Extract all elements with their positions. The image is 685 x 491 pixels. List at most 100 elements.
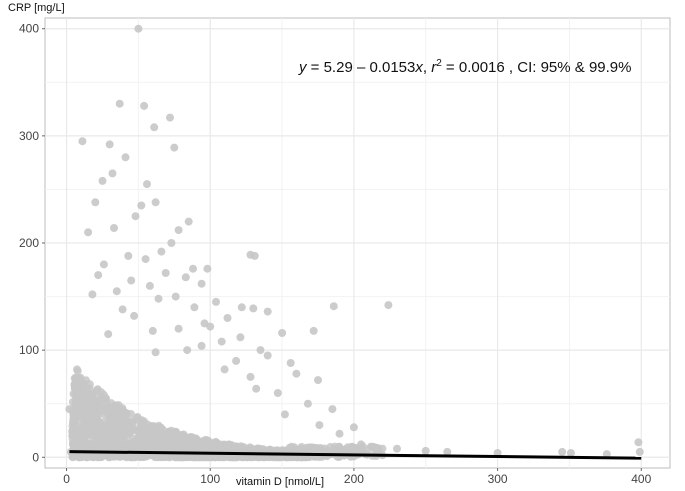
cloud-point (117, 407, 126, 415)
cloud-point (171, 453, 180, 462)
cloud-point (155, 425, 164, 433)
data-point (328, 405, 337, 414)
cloud-point (96, 421, 105, 430)
data-point (150, 123, 159, 132)
cloud-point (103, 442, 112, 450)
cloud-point (108, 415, 116, 424)
data-point (148, 326, 157, 335)
data-point (118, 305, 127, 314)
data-point (121, 153, 130, 162)
cloud-point (80, 379, 89, 388)
data-point (104, 330, 113, 339)
data-point (141, 255, 150, 264)
data-point (236, 333, 245, 342)
data-point (278, 329, 287, 337)
data-point (237, 303, 246, 312)
cloud-point (180, 432, 189, 441)
data-point (143, 180, 151, 189)
data-point (249, 304, 258, 313)
y-tick-label: 100 (19, 343, 39, 357)
cloud-point (92, 411, 101, 420)
cloud-point (73, 367, 82, 376)
data-point (220, 365, 229, 374)
cloud-point (201, 441, 210, 450)
y-axis-ticks: 0 100 200 300 400 (19, 22, 45, 464)
cloud-point (132, 441, 141, 449)
cloud-point (195, 453, 203, 462)
cloud-point (74, 375, 83, 383)
data-point (203, 264, 212, 273)
data-point (367, 442, 376, 451)
data-point (166, 113, 174, 122)
data-point (349, 423, 358, 432)
cloud-point (234, 443, 243, 451)
data-point (286, 359, 295, 367)
y-tick-label: 300 (19, 129, 39, 143)
data-point (329, 302, 338, 311)
cloud-point (96, 432, 105, 441)
cloud-point (70, 383, 79, 392)
x-tick-label: 300 (488, 472, 508, 486)
data-point (223, 314, 232, 322)
cloud-point (81, 421, 89, 430)
data-point (137, 201, 146, 210)
data-point (71, 440, 80, 449)
data-point (171, 292, 180, 301)
data-point (151, 348, 160, 357)
y-axis-label: CRP [mg/L] (8, 2, 65, 14)
data-point (335, 429, 344, 438)
data-point (263, 351, 272, 360)
x-tick-label: 100 (200, 472, 220, 486)
cloud-point (154, 434, 163, 443)
cloud-point (76, 403, 85, 412)
cloud-point (85, 384, 94, 393)
data-point (94, 271, 103, 280)
data-point (206, 322, 215, 331)
cloud-point (71, 423, 80, 432)
cloud-point (128, 421, 137, 430)
data-point (140, 101, 149, 110)
x-tick-label: 400 (631, 472, 651, 486)
cloud-point (114, 430, 123, 439)
data-point (250, 251, 259, 260)
data-point (183, 346, 192, 355)
regression-line-segment (69, 450, 642, 460)
cloud-point (75, 416, 84, 424)
data-point (105, 140, 114, 149)
x-axis-label: vitamin D [nmol/L] (236, 476, 325, 488)
data-point (197, 341, 206, 350)
data-point (443, 447, 452, 456)
data-point (112, 287, 121, 296)
cloud-point (378, 444, 387, 453)
data-point (493, 449, 502, 457)
data-point (145, 281, 154, 290)
data-point (263, 307, 272, 316)
data-point (217, 337, 226, 346)
cloud-point (110, 421, 119, 430)
cloud-point (139, 442, 148, 451)
cloud-point (158, 439, 167, 448)
data-point (174, 226, 183, 235)
data-point (256, 346, 265, 355)
data-point (181, 273, 190, 282)
cloud-point (92, 388, 101, 397)
data-point (154, 294, 163, 303)
data-point (252, 384, 261, 393)
data-point (110, 224, 118, 232)
data-point (65, 405, 74, 414)
cloud-point (193, 437, 202, 446)
data-point (98, 176, 107, 185)
data-point (127, 276, 136, 285)
regression-annotation: y = 5.29 – 0.0153x, r2 = 0.0016 , CI: 95… (298, 58, 631, 76)
data-point (246, 372, 255, 381)
data-point (197, 279, 206, 288)
cloud-point (137, 420, 146, 429)
cloud-point (97, 406, 106, 415)
data-point (558, 447, 567, 456)
data-point (167, 239, 176, 247)
data-point (84, 228, 93, 237)
data-point (91, 198, 100, 207)
cloud-point (163, 433, 172, 442)
data-point (292, 369, 301, 378)
